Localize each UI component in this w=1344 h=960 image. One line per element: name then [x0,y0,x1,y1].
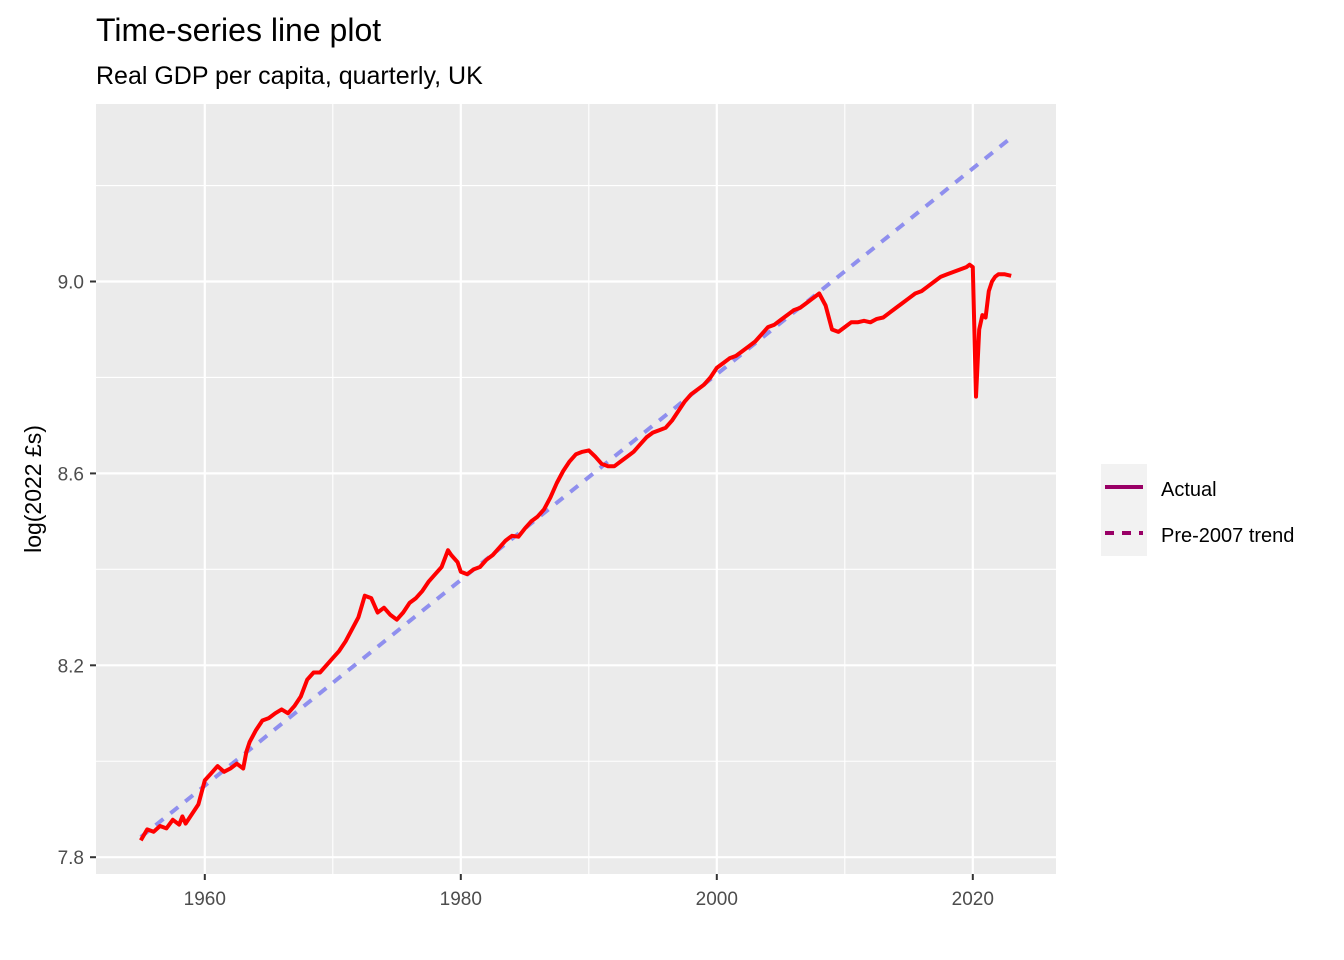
y-tick-label: 8.2 [58,656,84,677]
major-gridlines [96,104,1056,874]
y-axis: 7.8 8.2 8.6 9.0 [58,273,96,869]
minor-gridlines [96,104,1056,874]
y-tick-label: 9.0 [58,273,84,294]
series-line-actual [139,262,1012,842]
x-axis: 1960 1980 2000 2020 [184,874,994,910]
series-layer [139,136,1013,842]
chart-title: Time-series line plot [96,12,381,48]
x-tick-label: 2020 [952,889,994,910]
x-tick-label: 1960 [184,889,226,910]
y-axis-title: log(2022 £s) [20,425,46,553]
y-tick-label: 8.6 [58,464,84,485]
legend-label-actual: Actual [1161,479,1217,501]
chart-subtitle: Real GDP per capita, quarterly, UK [96,62,483,90]
legend-label-trend: Pre-2007 trend [1161,525,1294,547]
series-line-pre-2007-trend [139,136,1013,839]
x-tick-label: 1980 [440,889,482,910]
legend: Actual Pre-2007 trend [1101,464,1294,556]
y-tick-label: 7.8 [58,848,84,869]
x-tick-label: 2000 [696,889,738,910]
